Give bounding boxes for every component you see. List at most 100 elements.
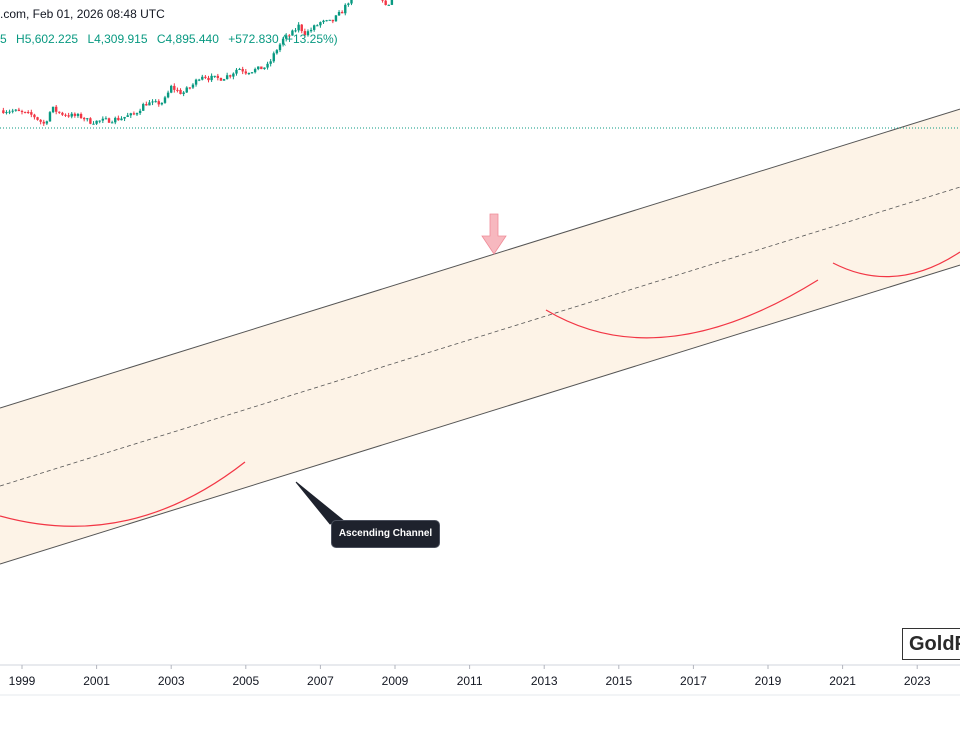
candle: [36, 116, 39, 121]
candle-body: [204, 76, 207, 78]
candle: [154, 99, 157, 103]
candle: [157, 99, 160, 107]
candle: [51, 106, 55, 114]
candle-body: [95, 120, 98, 124]
channel-upper-line: [0, 108, 960, 409]
candle: [325, 19, 328, 22]
candle-body: [216, 75, 220, 78]
candle: [176, 87, 179, 93]
candle: [207, 75, 210, 83]
peak-arrow-icon: [481, 213, 507, 255]
candle-body: [135, 113, 139, 115]
candle-body: [278, 44, 282, 51]
candle-body: [79, 113, 83, 118]
candle-body: [30, 112, 33, 115]
candle: [316, 24, 319, 27]
candle: [73, 112, 77, 118]
candle-body: [201, 76, 204, 80]
candle-body: [154, 101, 157, 103]
source-timestamp: .com, Feb 01, 2026 08:48 UTC: [0, 7, 165, 21]
candle-body: [213, 75, 216, 77]
candle: [23, 111, 27, 114]
candle: [2, 107, 5, 114]
candle-body: [210, 75, 213, 81]
candle-body: [350, 0, 353, 4]
candle-body: [269, 61, 272, 64]
candle-body: [51, 106, 55, 113]
candle-body: [260, 66, 263, 70]
candle: [269, 59, 272, 67]
candle: [216, 73, 220, 81]
candle: [39, 119, 42, 125]
candle: [79, 112, 83, 119]
candle: [170, 84, 173, 94]
candle-body: [82, 117, 86, 120]
candle-body: [142, 104, 145, 111]
candle-body: [2, 110, 5, 114]
candle-body: [157, 101, 160, 105]
candle-body: [340, 11, 344, 14]
candle-body: [266, 63, 269, 68]
candle: [309, 27, 313, 33]
candle-body: [120, 118, 123, 121]
x-tick-label: 2013: [531, 674, 558, 688]
candle-body: [188, 87, 192, 89]
candle-body: [331, 19, 335, 22]
candle: [247, 72, 251, 76]
candle: [350, 0, 353, 6]
ascending-channel-label[interactable]: Ascending Channel: [332, 521, 439, 547]
candle-layer: [2, 0, 394, 126]
candle-body: [257, 66, 260, 70]
candle: [250, 72, 254, 74]
ohlc-open: 5: [0, 32, 7, 46]
candle: [235, 68, 238, 76]
candle: [219, 77, 223, 81]
candle-body: [263, 67, 266, 70]
candle: [306, 29, 310, 37]
candle-body: [316, 25, 319, 27]
candle: [101, 116, 105, 124]
candle-body: [117, 117, 120, 121]
candle: [229, 74, 232, 79]
candle-body: [145, 104, 148, 106]
ohlc-high: H5,602.225: [16, 32, 79, 46]
candle: [132, 111, 136, 116]
candle-body: [219, 77, 223, 81]
candle: [148, 100, 151, 106]
candle-body: [67, 115, 70, 117]
candle: [340, 10, 344, 14]
ohlc-low: L4,309.915: [87, 32, 148, 46]
candle: [257, 66, 260, 71]
candle-body: [306, 31, 310, 36]
candle: [92, 121, 95, 125]
candle: [179, 88, 182, 95]
watermark-logo: GoldP: [902, 628, 960, 660]
candle-body: [235, 69, 238, 74]
channel-layer: [0, 108, 960, 565]
candle: [104, 116, 108, 120]
candle: [8, 109, 11, 115]
candle-body: [61, 112, 64, 115]
candle: [120, 116, 123, 121]
candle-body: [39, 119, 42, 122]
x-tick-label: 2007: [307, 674, 334, 688]
candle-body: [281, 38, 285, 45]
candle-body: [241, 68, 244, 72]
candle-body: [33, 114, 36, 118]
candle-body: [275, 50, 279, 54]
rounding-bottom-arc-3: [832, 251, 960, 278]
callout-pointer: [295, 481, 346, 525]
candle-body: [110, 122, 114, 124]
candle-body: [48, 112, 52, 122]
candle: [204, 75, 207, 80]
candle-body: [229, 75, 232, 77]
candle-body: [170, 85, 173, 93]
rounding-bottom-arc-2: [545, 279, 819, 339]
candle-body: [297, 24, 300, 31]
rounding-bottom-arc-1: [0, 461, 246, 527]
candle: [98, 120, 101, 124]
candle-body: [89, 118, 92, 124]
candle-body: [166, 92, 170, 98]
